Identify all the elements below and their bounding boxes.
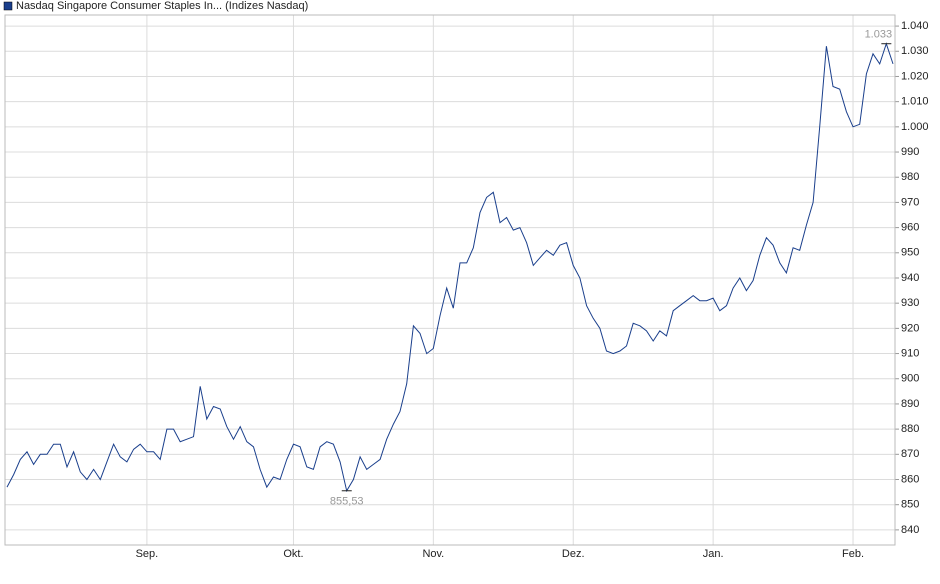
legend-swatch (3, 1, 13, 11)
y-tick-label: 1.030 (901, 45, 929, 57)
y-tick-label: 870 (901, 448, 919, 460)
y-tick-label: 970 (901, 196, 919, 208)
y-tick-label: 990 (901, 146, 919, 158)
x-tick-label: Nov. (422, 548, 444, 560)
y-tick-label: 880 (901, 423, 919, 435)
x-tick-label: Okt. (283, 548, 303, 560)
x-tick-label: Feb. (842, 548, 864, 560)
plot-frame (4, 14, 896, 546)
x-tick-label: Jan. (703, 548, 724, 560)
y-tick-label: 980 (901, 171, 919, 183)
y-tick-label: 940 (901, 272, 919, 284)
y-tick-label: 1.010 (901, 96, 929, 108)
y-tick-label: 930 (901, 297, 919, 309)
x-tick-label: Dez. (562, 548, 585, 560)
y-tick-label: 950 (901, 247, 919, 259)
y-tick-label: 960 (901, 222, 919, 234)
y-tick-label: 840 (901, 524, 919, 536)
legend-label: Nasdaq Singapore Consumer Staples In... … (16, 0, 308, 12)
y-tick-label: 900 (901, 373, 919, 385)
value-label: 1.033 (865, 29, 893, 41)
value-label: 855,53 (330, 496, 364, 508)
y-tick-label: 910 (901, 347, 919, 359)
y-tick-label: 890 (901, 398, 919, 410)
y-tick-label: 860 (901, 473, 919, 485)
price-line (6, 42, 894, 493)
y-tick-label: 850 (901, 499, 919, 511)
x-tick-label: Sep. (136, 548, 159, 560)
y-tick-label: 1.040 (901, 20, 929, 32)
y-tick-label: 920 (901, 322, 919, 334)
y-tick-label: 1.000 (901, 121, 929, 133)
y-tick-label: 1.020 (901, 70, 929, 82)
